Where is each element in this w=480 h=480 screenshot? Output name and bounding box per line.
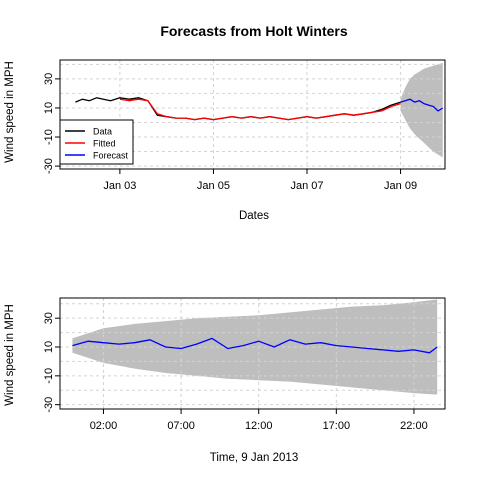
bottom-x-tick-label-3: 17:00	[323, 420, 351, 432]
top-x-tick-label-2: Jan 07	[290, 180, 323, 192]
bottom-panel: -30 -10 10 30 02:00 07:00 12:00 17:00 22:00 Wind…	[4, 297, 446, 464]
top-x-tick-label-1: Jan 05	[197, 180, 230, 192]
legend-forecast-label: Forecast	[93, 151, 129, 161]
bottom-x-tick-label-4: 22:00	[400, 420, 428, 432]
bottom-plot-layer: -30 -10 10 30 02:00 07:00 12:00 17:00 22:00	[43, 297, 446, 432]
bottom-y-axis-label: Wind speed in MPH	[4, 304, 16, 406]
legend-fitted-label: Fitted	[93, 139, 116, 149]
chart-title: Forecasts from Holt Winters	[160, 23, 348, 39]
bottom-x-tick-label-1: 07:00	[167, 420, 195, 432]
bottom-plot-frame	[59, 297, 446, 410]
top-x-axis-label: Dates	[239, 210, 269, 222]
bottom-y-tick-label-0: -30	[43, 397, 55, 413]
top-y-axis-label: Wind speed in MPH	[4, 61, 16, 163]
bottom-y-tick-label-3: 30	[43, 312, 55, 324]
top-legend: Data Fitted Forecast	[59, 119, 134, 165]
bottom-y-tick-label-2: 10	[43, 341, 55, 353]
top-series-fitted-line	[119, 98, 401, 121]
top-plot-frame	[59, 59, 446, 170]
bottom-series-forecast-line	[72, 337, 438, 354]
top-legend-box	[59, 119, 134, 165]
top-series-forecast-line	[400, 98, 444, 112]
legend-data-label: Data	[93, 127, 112, 137]
top-prediction-interval	[400, 62, 443, 158]
top-panel: -30 -10 10 30 Jan 03 Jan 05 Jan 07 Jan 09 Wind …	[4, 59, 446, 222]
top-y-tick-label-2: 10	[43, 102, 55, 114]
top-x-tick-label-3: Jan 09	[384, 180, 417, 192]
bottom-x-axis-label: Time, 9 Jan 2013	[210, 452, 298, 464]
top-y-tick-label-1: -10	[43, 129, 55, 145]
bottom-x-tick-label-2: 12:00	[245, 420, 273, 432]
top-y-tick-label-0: -30	[43, 158, 55, 174]
top-y-tick-label-3: 30	[43, 73, 55, 85]
bottom-x-tick-label-0: 02:00	[90, 420, 118, 432]
bottom-y-tick-label-1: -10	[43, 368, 55, 384]
top-x-tick-label-0: Jan 03	[103, 180, 136, 192]
top-plot-layer: -30 -10 10 30 Jan 03 Jan 05 Jan 07 Jan 09	[43, 59, 446, 192]
